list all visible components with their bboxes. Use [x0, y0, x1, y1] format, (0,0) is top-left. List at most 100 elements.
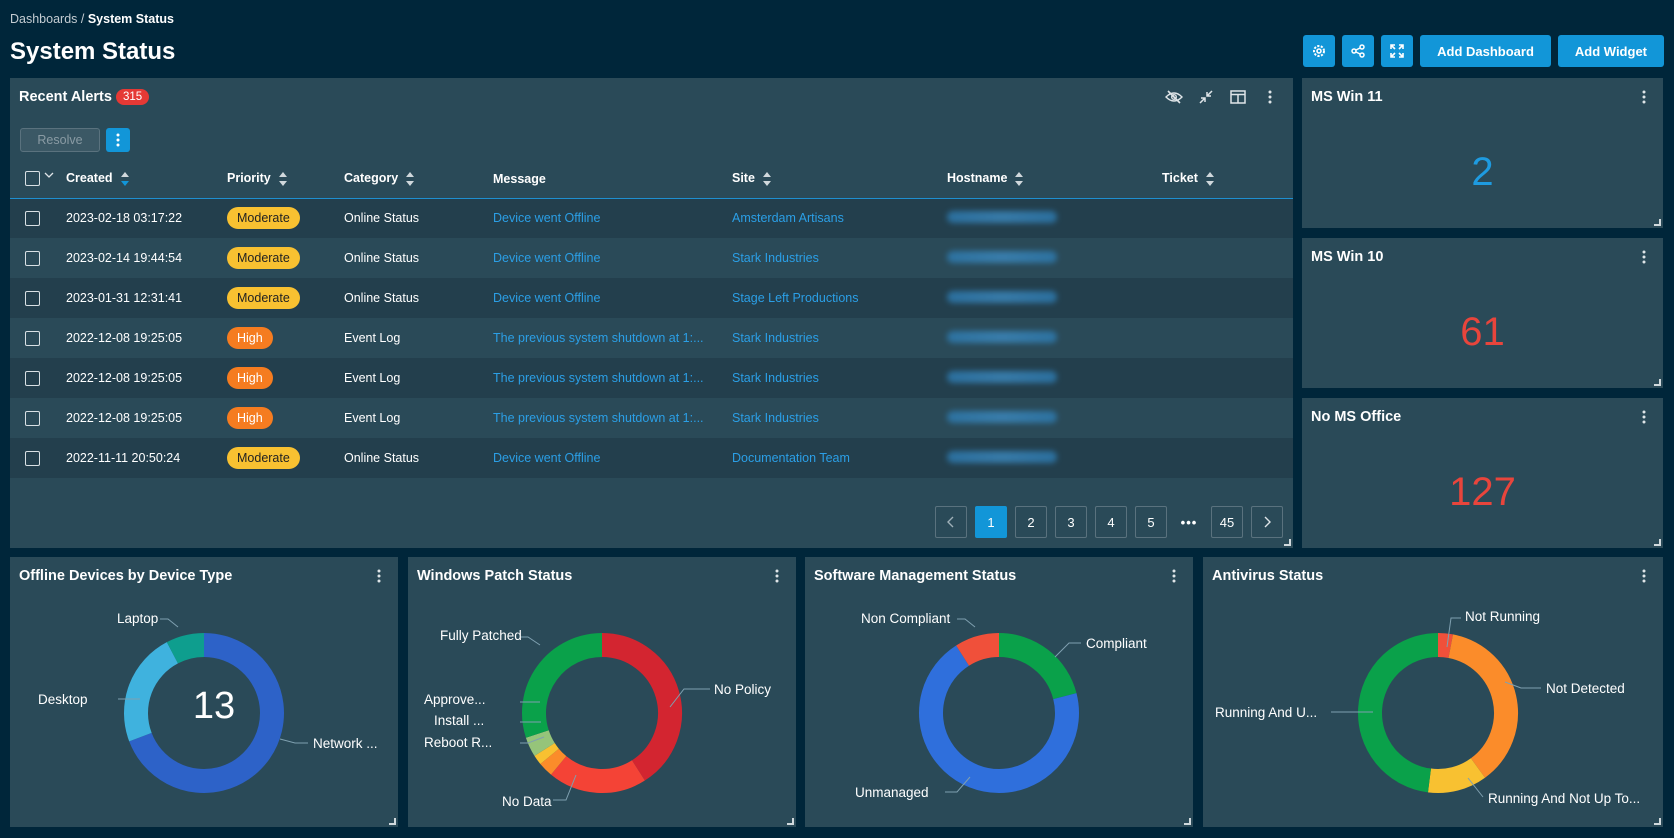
stat-value[interactable]: 2 — [1471, 150, 1494, 194]
hostname-redacted[interactable] — [947, 370, 1057, 383]
donut-slice-not-running[interactable] — [1437, 633, 1453, 659]
donut-slice-desktop[interactable] — [124, 642, 179, 742]
hostname-redacted[interactable] — [947, 250, 1057, 263]
message-link[interactable]: Device went Offline — [493, 291, 601, 305]
widget-menu-icon[interactable] — [770, 567, 784, 585]
more-options-icon[interactable] — [1261, 88, 1279, 106]
widget-title: MS Win 10 — [1311, 249, 1384, 265]
widget-menu-icon[interactable] — [1637, 248, 1651, 266]
stat-value[interactable]: 61 — [1460, 310, 1505, 354]
table-row[interactable]: 2022-12-08 19:25:05 High Event Log The prev… — [10, 358, 1293, 398]
table-row[interactable]: 2022-12-08 19:25:05 High Event Log The prev… — [10, 398, 1293, 438]
select-all-checkbox[interactable] — [25, 171, 40, 187]
page-button-1[interactable]: 1 — [975, 506, 1007, 538]
column-site[interactable]: Site — [732, 160, 947, 199]
column-priority[interactable]: Priority — [227, 160, 344, 199]
page-button-2[interactable]: 2 — [1015, 506, 1047, 538]
resize-handle[interactable] — [1654, 379, 1661, 386]
resize-handle[interactable] — [1654, 219, 1661, 226]
hide-icon[interactable] — [1165, 88, 1183, 106]
column-created[interactable]: Created — [66, 160, 227, 199]
resize-handle[interactable] — [787, 818, 794, 825]
chevron-down-icon[interactable] — [44, 172, 54, 179]
stat-value[interactable]: 127 — [1449, 470, 1516, 514]
share-button[interactable] — [1342, 35, 1375, 67]
donut-slice-network[interactable] — [129, 633, 284, 793]
message-link[interactable]: The previous system shutdown at 1:... — [493, 371, 704, 385]
resize-handle[interactable] — [1284, 539, 1291, 546]
site-link[interactable]: Stark Industries — [732, 371, 819, 385]
resize-handle[interactable] — [1184, 818, 1191, 825]
resize-handle[interactable] — [1654, 818, 1661, 825]
donut-slice-not-detected[interactable] — [1448, 634, 1518, 778]
add-widget-button[interactable]: Add Widget — [1557, 35, 1664, 67]
donut-slice-fully-patched[interactable] — [522, 633, 603, 738]
hostname-redacted[interactable] — [947, 410, 1057, 423]
prev-page-button[interactable] — [935, 506, 967, 538]
message-link[interactable]: The previous system shutdown at 1:... — [493, 331, 704, 345]
donut-slice-non-compliant[interactable] — [956, 633, 1000, 666]
hostname-redacted[interactable] — [947, 450, 1057, 463]
table-row[interactable]: 2022-12-08 19:25:05 High Event Log The prev… — [10, 318, 1293, 358]
fullscreen-button[interactable] — [1381, 35, 1414, 67]
message-link[interactable]: Device went Offline — [493, 211, 601, 226]
donut-slice-reboot-r[interactable] — [540, 748, 567, 775]
page-button-last[interactable]: 45 — [1211, 506, 1243, 538]
sort-icon — [762, 172, 771, 187]
resize-handle[interactable] — [389, 818, 396, 825]
table-row[interactable]: 2023-01-31 12:31:41 Moderate Online Status… — [10, 278, 1293, 318]
site-link[interactable]: Stage Left Productions — [732, 291, 859, 305]
site-link[interactable]: Stark Industries — [732, 251, 819, 265]
table-row[interactable]: 2023-02-14 19:44:54 Moderate Online Status… — [10, 238, 1293, 278]
message-link[interactable]: Device went Offline — [493, 251, 601, 265]
widget-menu-icon[interactable] — [1637, 88, 1651, 106]
site-link[interactable]: Amsterdam Artisans — [732, 211, 844, 226]
settings-button[interactable] — [1303, 35, 1336, 67]
site-link[interactable]: Documentation Team — [732, 451, 850, 465]
site-link[interactable]: Stark Industries — [732, 331, 819, 345]
recent-alerts-widget: Recent Alerts 315 Resolve Created Priorit… — [10, 78, 1293, 548]
donut-slice-running-and-not-up-to[interactable] — [1427, 758, 1486, 793]
widget-menu-icon[interactable] — [1167, 567, 1181, 585]
widget-menu-icon[interactable] — [1637, 567, 1651, 585]
row-checkbox[interactable] — [25, 410, 40, 426]
donut-slice-install[interactable] — [534, 742, 559, 764]
message-link[interactable]: Device went Offline — [493, 451, 601, 465]
table-row[interactable]: 2023-02-18 03:17:22 Moderate Online Status… — [10, 198, 1293, 238]
donut-slice-no-data[interactable] — [551, 755, 645, 793]
next-page-button[interactable] — [1251, 506, 1283, 538]
message-link[interactable]: The previous system shutdown at 1:... — [493, 411, 704, 425]
bulk-actions-button[interactable] — [106, 128, 130, 152]
row-checkbox[interactable] — [25, 290, 40, 306]
widget-menu-icon[interactable] — [372, 567, 386, 585]
donut-slice-approve[interactable] — [525, 729, 555, 756]
donut-slice-compliant[interactable] — [998, 633, 1077, 700]
column-category[interactable]: Category — [344, 160, 493, 199]
hostname-redacted[interactable] — [947, 210, 1057, 223]
collapse-icon[interactable] — [1197, 88, 1215, 106]
column-ticket[interactable]: Ticket — [1162, 160, 1293, 199]
add-dashboard-button[interactable]: Add Dashboard — [1420, 35, 1551, 67]
column-hostname[interactable]: Hostname — [947, 160, 1162, 199]
breadcrumb-parent[interactable]: Dashboards — [10, 12, 78, 26]
columns-icon[interactable] — [1229, 88, 1247, 106]
row-checkbox[interactable] — [25, 210, 40, 226]
row-checkbox[interactable] — [25, 370, 40, 386]
donut-slice-running-and-u[interactable] — [1358, 633, 1439, 793]
donut-slice-laptop[interactable] — [166, 633, 205, 664]
donut-slice-unmanaged[interactable] — [919, 645, 1079, 793]
row-checkbox[interactable] — [25, 450, 40, 466]
resize-handle[interactable] — [1654, 539, 1661, 546]
row-checkbox[interactable] — [25, 250, 40, 266]
hostname-redacted[interactable] — [947, 330, 1057, 343]
page-button-3[interactable]: 3 — [1055, 506, 1087, 538]
resolve-button[interactable]: Resolve — [20, 128, 100, 152]
page-button-4[interactable]: 4 — [1095, 506, 1127, 538]
donut-slice-no-policy[interactable] — [601, 633, 682, 781]
table-row[interactable]: 2022-11-11 20:50:24 Moderate Online Status… — [10, 438, 1293, 478]
widget-menu-icon[interactable] — [1637, 408, 1651, 426]
site-link[interactable]: Stark Industries — [732, 411, 819, 425]
row-checkbox[interactable] — [25, 330, 40, 346]
page-button-5[interactable]: 5 — [1135, 506, 1167, 538]
hostname-redacted[interactable] — [947, 290, 1057, 303]
